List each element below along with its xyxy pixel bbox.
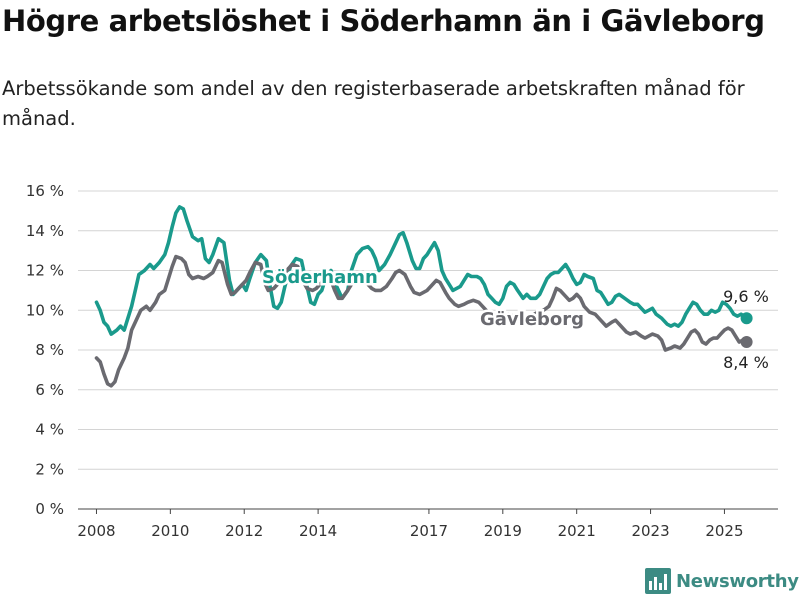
x-tick-label: 2010 — [151, 522, 189, 540]
x-tick-label: 2023 — [631, 522, 669, 540]
y-tick-label: 6 % — [35, 381, 64, 399]
x-tick-label: 2025 — [705, 522, 743, 540]
series-name-label: Söderhamn — [262, 267, 378, 288]
y-tick-label: 14 % — [26, 222, 64, 240]
grid: 0 % 2 % 4 % 6 % 8 % 10 % 12 % 14 % 16 % — [26, 182, 778, 518]
x-tick-label: 2012 — [225, 522, 263, 540]
y-tick-label: 12 % — [26, 262, 64, 280]
series-end-marker — [740, 312, 753, 325]
brand-name: Newsworthy — [676, 570, 799, 592]
series-end-value: 8,4 % — [723, 353, 769, 372]
chart-subtitle: Arbetssökande som andel av den registerb… — [2, 77, 745, 130]
bar-chart-logo-icon — [645, 568, 671, 594]
series-labels: 9,6 % 8,4 % Söderhamn Gävleborg — [260, 265, 769, 373]
x-tick-label: 2017 — [410, 522, 448, 540]
series-end-marker — [740, 336, 753, 349]
y-tick-label: 16 % — [26, 182, 64, 200]
y-tick-label: 10 % — [26, 301, 64, 319]
x-tick-label: 2019 — [484, 522, 522, 540]
series-line-gävleborg — [94, 254, 749, 388]
series-end-value: 9,6 % — [723, 287, 769, 306]
y-tick-label: 4 % — [35, 421, 64, 439]
chart-title: Högre arbetslöshet i Söderhamn än i Gävl… — [2, 4, 765, 38]
newsworthy-logo: Newsworthy — [645, 568, 799, 594]
x-tick-label: 2014 — [299, 522, 337, 540]
x-tick-label: 2008 — [77, 522, 115, 540]
series-lines — [94, 205, 753, 388]
x-tick-label: 2021 — [558, 522, 596, 540]
y-tick-label: 2 % — [35, 460, 64, 478]
y-tick-label: 0 % — [35, 500, 64, 518]
series-name-label: Gävleborg — [480, 309, 584, 330]
x-axis: 2008 2010 2012 2014 2017 2019 2021 2023 2025 — [77, 509, 744, 540]
series-line-söderhamn — [94, 205, 749, 336]
y-tick-label: 8 % — [35, 341, 64, 359]
